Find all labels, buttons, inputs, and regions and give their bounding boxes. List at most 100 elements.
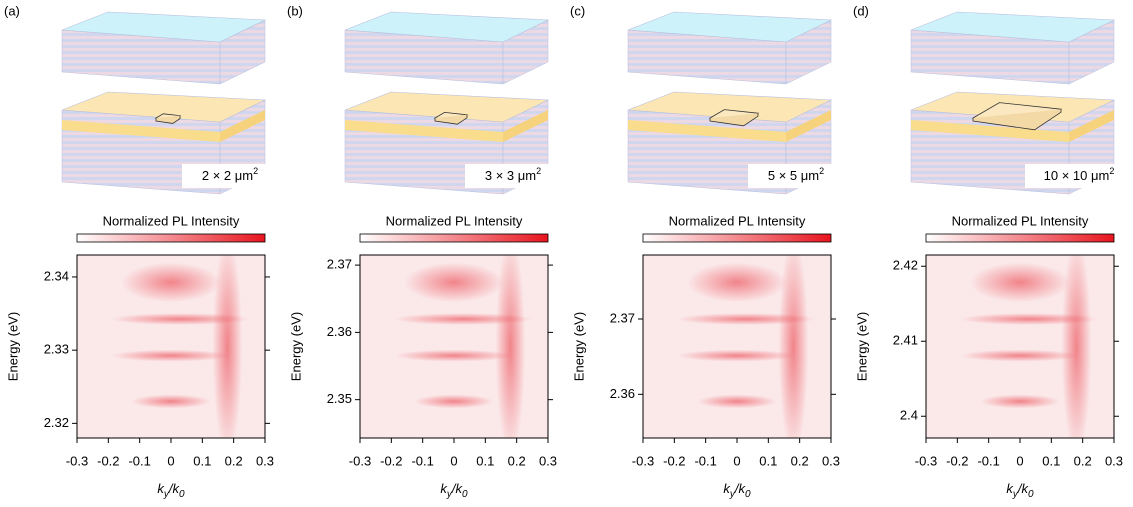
x-label-part: k <box>723 481 731 496</box>
colorbar <box>76 233 266 243</box>
x-label-sub: 0 <box>1028 489 1034 500</box>
slab-top <box>627 11 833 43</box>
gain-layer <box>503 110 548 142</box>
heatmap-band <box>111 349 231 362</box>
x-tick-label: 0 <box>167 453 174 468</box>
panel-label: (a) <box>4 3 20 18</box>
panel-label: (b) <box>287 3 303 18</box>
size-label-box <box>182 164 274 188</box>
heatmap-band <box>980 394 1060 409</box>
heatmap-band <box>1061 255 1092 438</box>
x-tick-label: 0.3 <box>822 453 840 468</box>
y-tick-label: 2.36 <box>610 386 635 401</box>
x-tick-label: -0.1 <box>128 453 150 468</box>
y-tick-label: 2.42 <box>893 258 918 273</box>
size-label-text: 3 × 3 μm <box>485 168 536 183</box>
heatmap-band <box>394 349 514 362</box>
gain-layer <box>911 120 1069 142</box>
x-label-sub: y <box>1012 489 1019 500</box>
slab-top <box>344 11 550 43</box>
size-label-box <box>748 164 840 188</box>
x-tick-label: -0.2 <box>663 453 685 468</box>
y-tick-label: 2.33 <box>44 342 69 357</box>
size-label: 3 × 3 μm2 <box>485 166 541 183</box>
colorbar-label: Normalized PL Intensity <box>669 213 806 228</box>
heatmap-band <box>121 262 221 303</box>
x-tick-label: 0.3 <box>256 453 274 468</box>
panel-label: (d) <box>853 3 869 18</box>
x-tick-label: -0.3 <box>632 453 654 468</box>
x-tick-label: -0.3 <box>66 453 88 468</box>
x-tick-label: 0 <box>450 453 457 468</box>
colorbar-label: Normalized PL Intensity <box>386 213 523 228</box>
x-label-sub: y <box>729 489 736 500</box>
y-tick-label: 2.35 <box>327 391 352 406</box>
x-tick-label: 0.1 <box>759 453 777 468</box>
x-label-part: /k <box>734 481 747 496</box>
mesa-edge <box>155 115 181 124</box>
x-label-part: /k <box>1017 481 1030 496</box>
size-label-text: 2 × 2 μm <box>202 168 253 183</box>
y-tick-label: 2.37 <box>327 257 352 272</box>
size-label: 10 × 10 μm2 <box>1044 166 1115 183</box>
panel-label: (c) <box>570 3 585 18</box>
y-axis-label: Energy (eV) <box>571 312 586 381</box>
mesa-edge <box>709 113 759 127</box>
x-label-sub: y <box>163 489 170 500</box>
y-axis-label: Energy (eV) <box>5 312 20 381</box>
size-label-text: 10 × 10 μm <box>1044 168 1110 183</box>
y-tick-label: 2.34 <box>44 268 69 283</box>
heatmap-band <box>677 349 797 362</box>
x-tick-label: 0.2 <box>791 453 809 468</box>
size-label-sup: 2 <box>253 166 258 176</box>
heatmap-band <box>960 349 1080 362</box>
x-tick-label: 0.2 <box>508 453 526 468</box>
x-label-part: /k <box>451 481 464 496</box>
x-tick-label: 0.3 <box>1105 453 1123 468</box>
x-tick-label: 0.1 <box>476 453 494 468</box>
colorbar-label: Normalized PL Intensity <box>103 213 240 228</box>
x-axis-label: ky/k0 <box>1006 481 1034 499</box>
colorbar <box>359 233 549 243</box>
y-tick-label: 2.32 <box>44 415 69 430</box>
heatmap-band <box>414 394 494 409</box>
x-tick-label: 0 <box>733 453 740 468</box>
x-tick-label: -0.3 <box>915 453 937 468</box>
x-tick-label: 0.1 <box>193 453 211 468</box>
slab-top <box>910 11 1116 43</box>
x-axis-label: ky/k0 <box>440 481 468 499</box>
x-tick-label: -0.1 <box>977 453 999 468</box>
mesa-edge <box>434 114 468 125</box>
heatmap-features <box>110 255 251 438</box>
x-tick-label: -0.1 <box>694 453 716 468</box>
x-tick-label: -0.2 <box>97 453 119 468</box>
y-tick-label: 2.4 <box>900 408 918 423</box>
size-label: 5 × 5 μm2 <box>768 166 824 183</box>
heatmap-band <box>970 262 1070 303</box>
colorbar-label: Normalized PL Intensity <box>952 213 1089 228</box>
x-axis-label: ky/k0 <box>157 481 185 499</box>
slab-top <box>61 11 267 43</box>
x-label-sub: 0 <box>745 489 751 500</box>
size-label-sup: 2 <box>536 166 541 176</box>
heatmap-band <box>212 255 243 438</box>
x-label-part: /k <box>168 481 181 496</box>
x-tick-label: 0.3 <box>539 453 557 468</box>
y-tick-label: 2.36 <box>327 324 352 339</box>
size-label-sup: 2 <box>1109 166 1114 176</box>
y-tick-label: 2.37 <box>610 310 635 325</box>
size-label-text: 5 × 5 μm <box>768 168 819 183</box>
heatmap-band <box>404 262 504 303</box>
x-label-part: k <box>440 481 448 496</box>
y-axis-label: Energy (eV) <box>288 312 303 381</box>
y-axis-label: Energy (eV) <box>854 312 869 381</box>
x-label-sub: 0 <box>179 489 185 500</box>
gain-layer <box>786 110 831 142</box>
heatmap-band <box>687 262 787 303</box>
colorbar <box>925 233 1115 243</box>
x-tick-label: -0.2 <box>946 453 968 468</box>
x-tick-label: -0.1 <box>411 453 433 468</box>
